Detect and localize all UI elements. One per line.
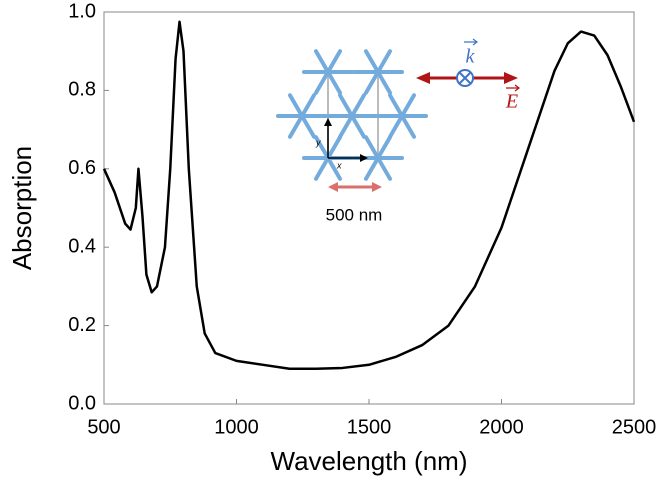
x-tick-label: 2500 xyxy=(612,416,657,438)
star-arm xyxy=(288,93,316,139)
y-tick-label: 0.2 xyxy=(68,314,96,336)
x-tick-label: 500 xyxy=(87,416,120,438)
scale-label: 500 nm xyxy=(326,205,383,224)
x-tick-label: 1000 xyxy=(214,416,259,438)
y-axis-title: Absorption xyxy=(7,146,37,270)
vector-arrow xyxy=(464,38,478,46)
k-label: k xyxy=(466,46,476,68)
axis-label: y xyxy=(315,137,321,147)
y-tick-label: 0.0 xyxy=(68,392,96,414)
star-arm xyxy=(364,49,392,95)
star-lattice xyxy=(276,49,428,181)
y-tick-label: 0.6 xyxy=(68,157,96,179)
k-vector-symbol xyxy=(458,71,472,85)
star-arm xyxy=(364,135,392,181)
axis-label: x xyxy=(336,160,342,170)
arrow-head xyxy=(324,118,332,126)
y-tick-label: 0.4 xyxy=(68,235,96,257)
x-tick-label: 2000 xyxy=(479,416,524,438)
e-label: E xyxy=(505,91,518,113)
x-axis-title: Wavelength (nm) xyxy=(271,446,468,476)
vector-arrow xyxy=(506,84,520,92)
absorption-line xyxy=(102,20,636,370)
y-tick-label: 0.8 xyxy=(68,79,96,101)
star-arm xyxy=(314,49,342,95)
star-arm xyxy=(338,93,366,139)
inset: y x 500 nm k E xyxy=(276,38,520,224)
star-arm xyxy=(388,93,416,139)
arrow-head xyxy=(360,154,368,162)
x-tick-label: 1500 xyxy=(347,416,392,438)
y-tick-label: 1.0 xyxy=(68,0,96,22)
